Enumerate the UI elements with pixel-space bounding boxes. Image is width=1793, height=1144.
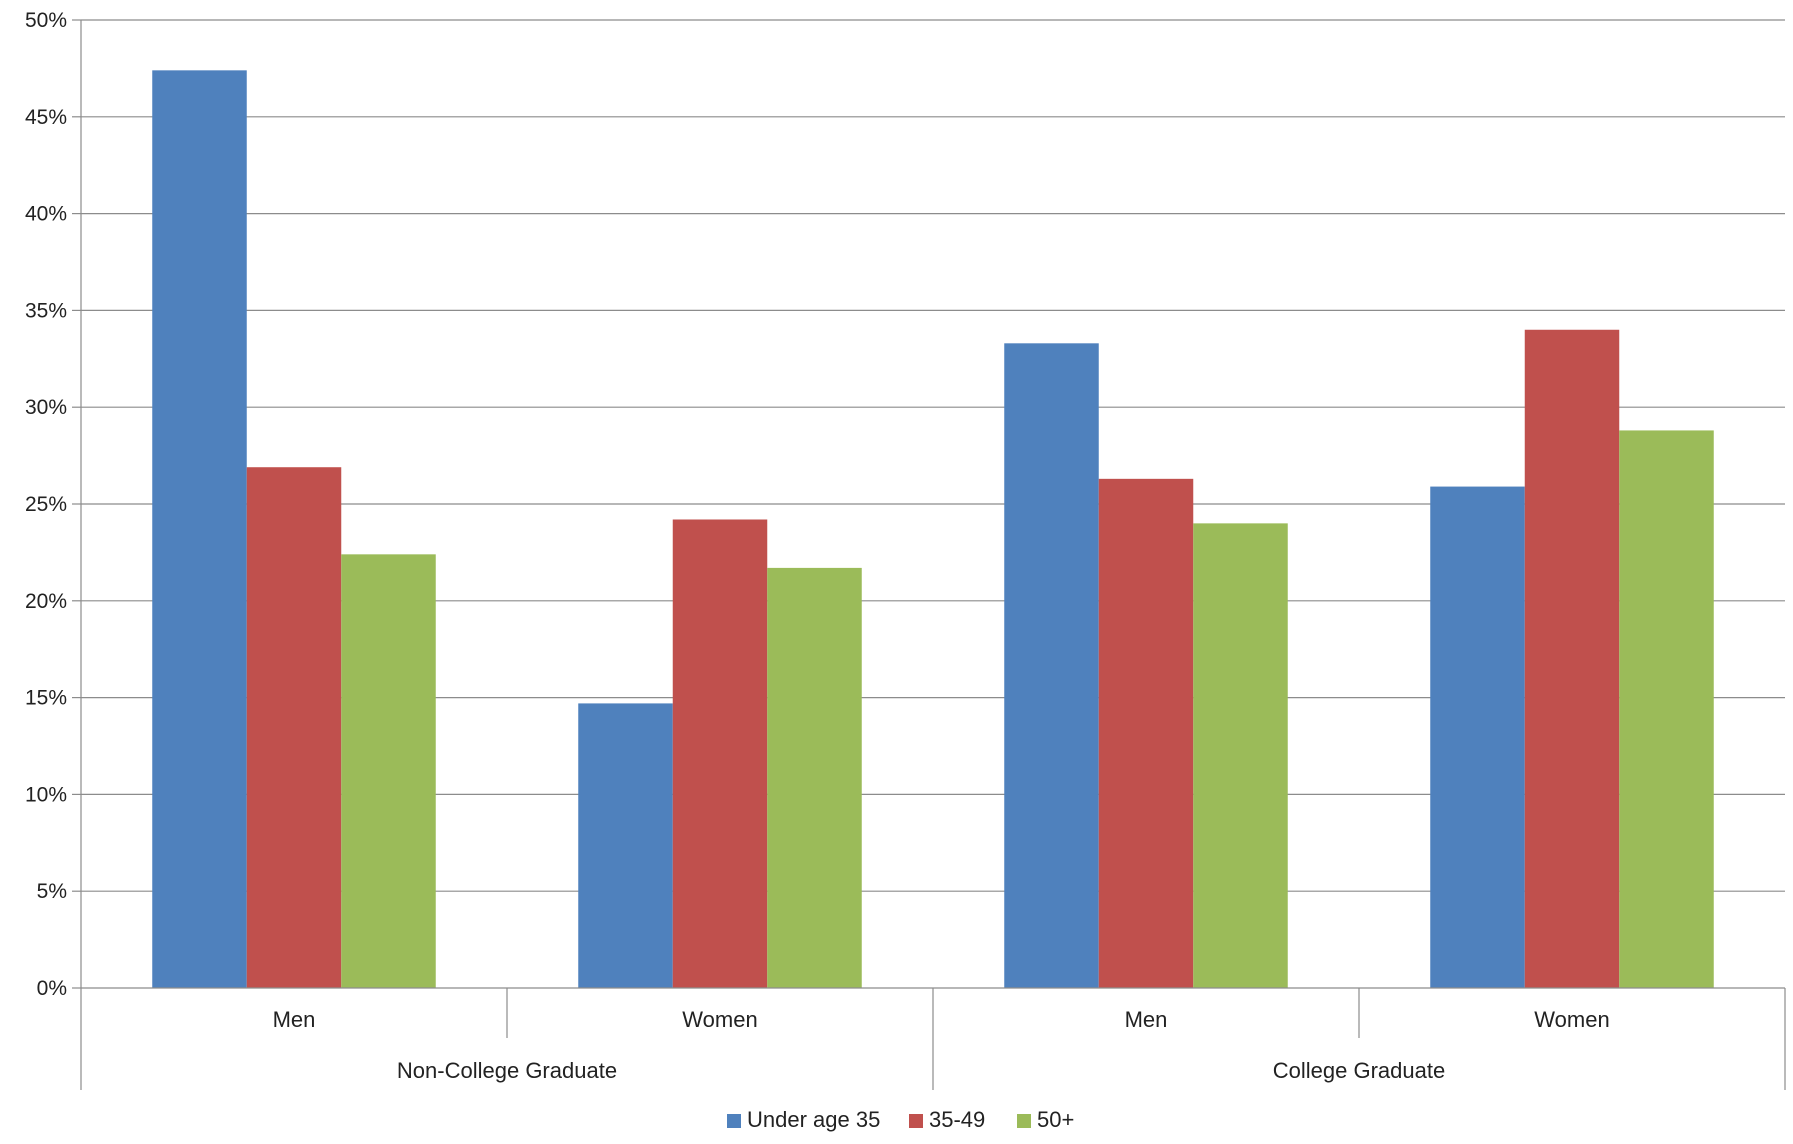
y-tick-label: 5%	[37, 880, 67, 903]
y-tick-label: 45%	[25, 106, 67, 129]
bar	[1524, 329, 1620, 988]
legend-label: Under age 35	[747, 1107, 880, 1132]
x-tick-label: Women	[682, 1007, 757, 1032]
bar	[152, 70, 247, 988]
x-tick-label: Men	[1125, 1007, 1168, 1032]
x-tick-label: Men	[273, 1007, 316, 1032]
group-label: Non-College Graduate	[397, 1058, 617, 1083]
y-tick-label: 25%	[25, 493, 67, 516]
legend-item: 50+	[1017, 1107, 1074, 1132]
y-tick-label: 30%	[25, 396, 67, 419]
y-tick-label: 40%	[25, 203, 67, 226]
y-tick-label: 10%	[25, 783, 67, 806]
legend-label: 50+	[1037, 1107, 1074, 1132]
bar	[1004, 343, 1099, 988]
legend-label: 35-49	[929, 1107, 985, 1132]
bar	[1619, 430, 1714, 988]
bar	[246, 467, 342, 988]
legend-swatch	[1017, 1114, 1031, 1128]
legend: Under age 35 35-49 50+	[727, 1107, 1074, 1132]
axes: 0% 5% 10% 15% 20% 25% 30% 35% 40% 45% 50% Men Women M…	[25, 9, 1786, 1090]
y-tick-label: 20%	[25, 590, 67, 613]
y-tick-label: 50%	[25, 9, 67, 32]
legend-item: Under age 35	[727, 1107, 880, 1132]
legend-swatch	[909, 1114, 923, 1128]
legend-item: 35-49	[909, 1107, 985, 1132]
y-tick-label: 15%	[25, 687, 67, 710]
y-tick-label: 0%	[37, 977, 67, 1000]
y-tick-label: 35%	[25, 299, 67, 322]
x-tick-label: Women	[1534, 1007, 1609, 1032]
legend-swatch	[727, 1114, 741, 1128]
bar	[1430, 486, 1525, 988]
bar	[767, 567, 862, 988]
bar	[578, 703, 673, 988]
bar	[341, 554, 436, 988]
bars	[152, 70, 1714, 988]
bar	[1193, 523, 1288, 988]
group-label: College Graduate	[1273, 1058, 1445, 1083]
bar	[1098, 478, 1194, 988]
bar	[672, 519, 768, 988]
